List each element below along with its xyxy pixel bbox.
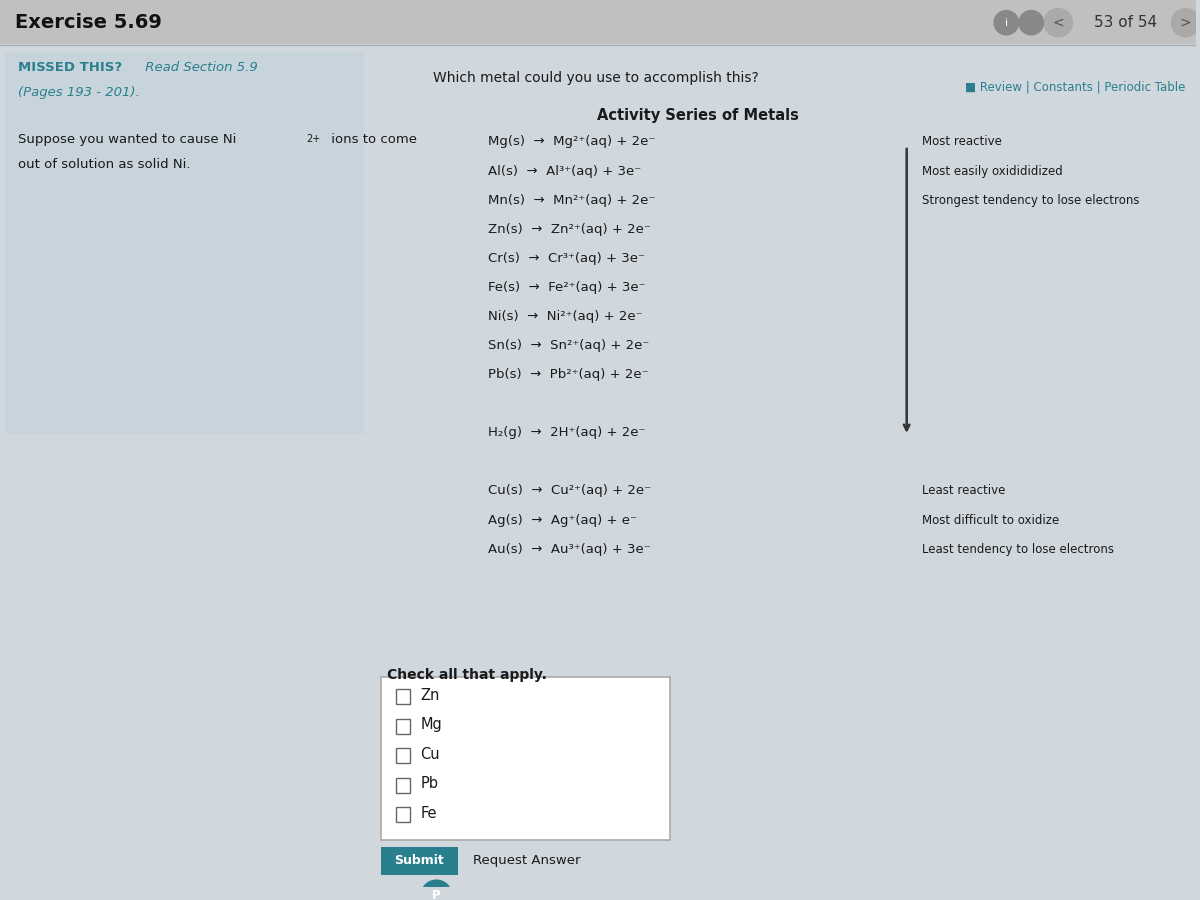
- Text: P: P: [432, 888, 440, 900]
- Bar: [396, 689, 410, 704]
- Text: ions to come: ions to come: [326, 133, 416, 146]
- Text: 2+: 2+: [306, 134, 320, 144]
- Text: Mn(s)  →  Mn²⁺(aq) + 2e⁻: Mn(s) → Mn²⁺(aq) + 2e⁻: [488, 194, 655, 207]
- Circle shape: [1043, 8, 1073, 38]
- Bar: [396, 807, 410, 823]
- Bar: [396, 748, 410, 763]
- Text: (Pages 193 - 201).: (Pages 193 - 201).: [18, 86, 139, 99]
- Bar: [5, 52, 364, 434]
- Text: Most reactive: Most reactive: [922, 136, 1002, 149]
- Text: Pb(s)  →  Pb²⁺(aq) + 2e⁻: Pb(s) → Pb²⁺(aq) + 2e⁻: [488, 368, 649, 382]
- Circle shape: [1019, 10, 1044, 35]
- Text: Cu(s)  →  Cu²⁺(aq) + 2e⁻: Cu(s) → Cu²⁺(aq) + 2e⁻: [488, 484, 652, 498]
- Text: Al(s)  →  Al³⁺(aq) + 3e⁻: Al(s) → Al³⁺(aq) + 3e⁻: [488, 165, 642, 177]
- Bar: [380, 847, 458, 875]
- Circle shape: [1171, 8, 1200, 38]
- Bar: [396, 778, 410, 793]
- Text: Read Section 5.9: Read Section 5.9: [142, 61, 258, 74]
- Circle shape: [994, 10, 1019, 35]
- Text: Fe: Fe: [420, 806, 437, 821]
- Text: >: >: [1180, 15, 1192, 30]
- Text: Ag(s)  →  Ag⁺(aq) + e⁻: Ag(s) → Ag⁺(aq) + e⁻: [488, 514, 637, 526]
- Bar: [0, 0, 1195, 44]
- Text: Mg(s)  →  Mg²⁺(aq) + 2e⁻: Mg(s) → Mg²⁺(aq) + 2e⁻: [488, 136, 655, 149]
- Text: Strongest tendency to lose electrons: Strongest tendency to lose electrons: [922, 194, 1139, 207]
- Text: <: <: [1052, 15, 1064, 30]
- Text: Ni(s)  →  Ni²⁺(aq) + 2e⁻: Ni(s) → Ni²⁺(aq) + 2e⁻: [488, 310, 643, 323]
- Text: Exercise 5.69: Exercise 5.69: [14, 14, 162, 32]
- Text: Cr(s)  →  Cr³⁺(aq) + 3e⁻: Cr(s) → Cr³⁺(aq) + 3e⁻: [488, 252, 646, 265]
- Text: Fe(s)  →  Fe²⁺(aq) + 3e⁻: Fe(s) → Fe²⁺(aq) + 3e⁻: [488, 281, 646, 294]
- Text: i: i: [1004, 18, 1008, 28]
- Text: Activity Series of Metals: Activity Series of Metals: [596, 109, 798, 123]
- Bar: [380, 678, 670, 840]
- Circle shape: [420, 879, 452, 900]
- Text: Most easily oxidididized: Most easily oxidididized: [922, 165, 1062, 177]
- Text: H₂(g)  →  2H⁺(aq) + 2e⁻: H₂(g) → 2H⁺(aq) + 2e⁻: [488, 427, 646, 439]
- Text: Zn: Zn: [420, 688, 440, 703]
- Text: Check all that apply.: Check all that apply.: [386, 669, 546, 682]
- Text: Which metal could you use to accomplish this?: Which metal could you use to accomplish …: [433, 71, 760, 85]
- Bar: [396, 719, 410, 733]
- Text: Sn(s)  →  Sn²⁺(aq) + 2e⁻: Sn(s) → Sn²⁺(aq) + 2e⁻: [488, 339, 649, 352]
- Text: Least reactive: Least reactive: [922, 484, 1006, 498]
- Text: Cu: Cu: [420, 747, 440, 761]
- Text: Submit: Submit: [395, 854, 444, 868]
- Text: out of solution as solid Ni.: out of solution as solid Ni.: [18, 158, 191, 171]
- Text: Least tendency to lose electrons: Least tendency to lose electrons: [922, 543, 1114, 555]
- Text: Mg: Mg: [420, 717, 443, 733]
- Text: Suppose you wanted to cause Ni: Suppose you wanted to cause Ni: [18, 133, 236, 146]
- Text: Request Answer: Request Answer: [473, 854, 581, 868]
- Text: Au(s)  →  Au³⁺(aq) + 3e⁻: Au(s) → Au³⁺(aq) + 3e⁻: [488, 543, 650, 555]
- Text: MISSED THIS?: MISSED THIS?: [18, 61, 122, 74]
- Text: Zn(s)  →  Zn²⁺(aq) + 2e⁻: Zn(s) → Zn²⁺(aq) + 2e⁻: [488, 222, 652, 236]
- Text: Pb: Pb: [420, 777, 438, 791]
- Text: Most difficult to oxidize: Most difficult to oxidize: [922, 514, 1058, 526]
- Text: ■ Review | Constants | Periodic Table: ■ Review | Constants | Periodic Table: [965, 81, 1186, 94]
- Text: 53 of 54: 53 of 54: [1094, 15, 1158, 31]
